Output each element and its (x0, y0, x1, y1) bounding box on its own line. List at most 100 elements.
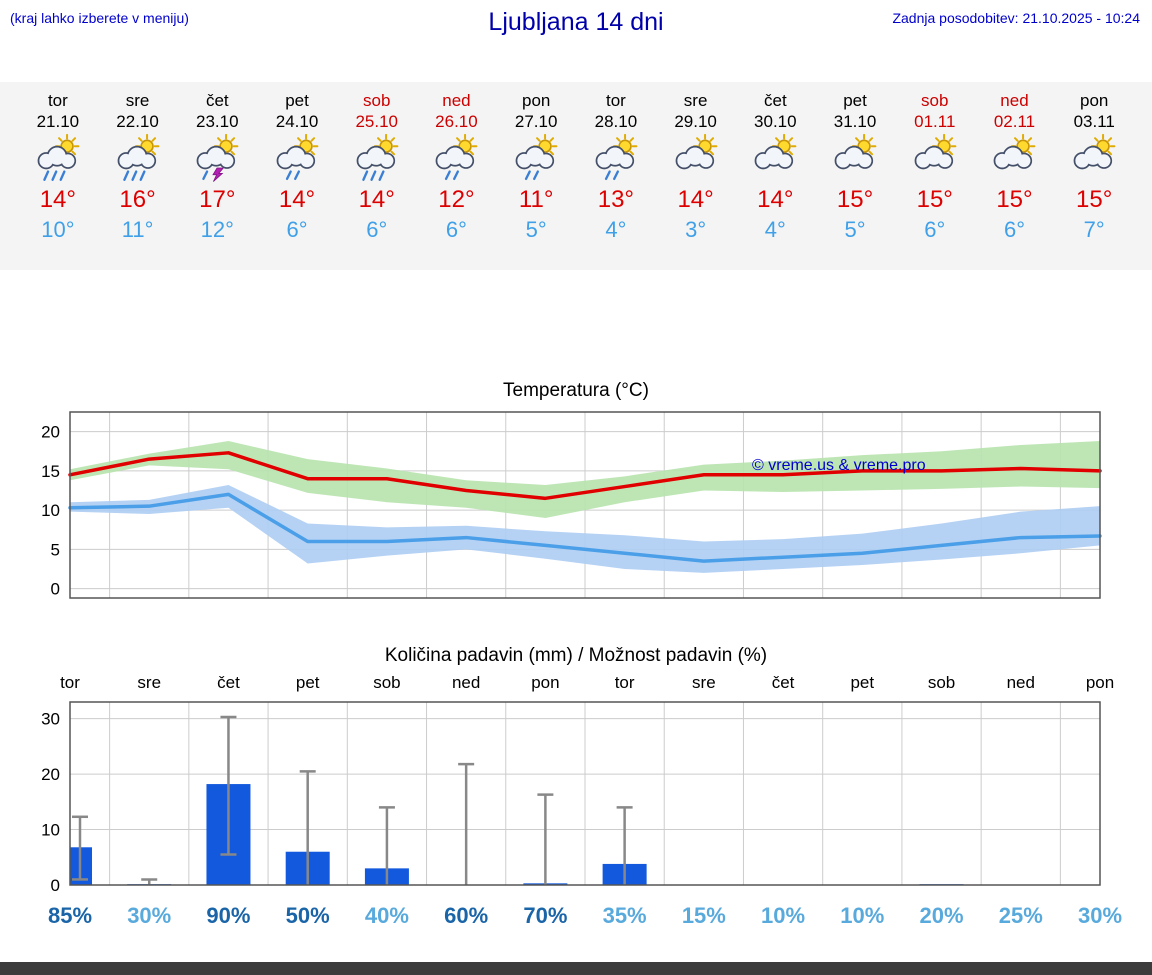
sun-rain-icon (37, 133, 80, 181)
precipitation-section: Količina padavin (mm) / Možnost padavin … (0, 645, 1152, 933)
day-low-temp: 11° (121, 217, 154, 242)
precipitation-chart-title: Količina padavin (mm) / Možnost padavin … (384, 645, 768, 666)
forecast-strip: tor 21.10 14° 10° sre 22.10 16° 11° čet 23.10 17° 1… (0, 82, 1152, 270)
watermark-link[interactable]: © vreme.us & vreme.pro (752, 457, 926, 474)
sun-cloud-icon (994, 133, 1036, 170)
sun-cloud-icon (834, 133, 877, 170)
day-name: tor (605, 91, 626, 110)
day-low-temp: 6° (366, 217, 388, 242)
page-header: (kraj lahko izberete v meniju) Ljubljana… (0, 0, 1152, 82)
day-date: 28.10 (594, 112, 638, 131)
day-icon-wrap (895, 133, 975, 185)
forecast-day-2[interactable]: sre 22.10 16° 11° (98, 82, 178, 270)
day-icon-wrap (735, 133, 815, 185)
precip-day-label: tor (60, 673, 80, 692)
day-name: sob (921, 91, 949, 110)
day-high-temp: 14° (39, 186, 76, 213)
forecast-day-8[interactable]: tor 28.10 13° 4° (576, 82, 656, 270)
precipitation-chart: 0 10 20 30 (0, 697, 1152, 897)
day-name: pon (1080, 91, 1109, 110)
precip-probability: 20% (919, 903, 964, 928)
temperature-chart: 0 5 10 15 20 © vreme.us & vreme.pro (0, 406, 1152, 611)
sun-thunder-icon (196, 133, 239, 182)
sun-drizzle-icon (436, 133, 478, 181)
sun-cloud-icon (675, 133, 717, 170)
forecast-day-11[interactable]: pet 31.10 15° 5° (815, 82, 895, 270)
forecast-day-10[interactable]: čet 30.10 14° 4° (735, 82, 815, 270)
day-date: 22.10 (116, 112, 159, 131)
precip-day-label: sob (373, 673, 401, 692)
day-low-temp: 5° (525, 217, 547, 242)
day-low-temp: 4° (605, 217, 627, 242)
day-date: 25.10 (355, 112, 398, 131)
day-high-temp: 13° (597, 186, 635, 213)
day-low-temp: 6° (286, 217, 308, 242)
temperature-plot: 0 5 10 15 20 © vreme.us & vreme.pro (41, 411, 1102, 599)
day-low-temp: 12° (200, 217, 234, 242)
svg-text:20: 20 (41, 765, 60, 784)
svg-text:0: 0 (51, 876, 60, 895)
sun-cloud-icon (914, 133, 957, 170)
forecast-day-7[interactable]: pon 27.10 11° 5° (496, 82, 576, 270)
forecast-day-13[interactable]: ned 02.11 15° 6° (975, 82, 1055, 270)
precip-probability: 15% (681, 903, 726, 928)
page-title: Ljubljana 14 dni (488, 8, 664, 36)
day-low-temp: 6° (445, 217, 467, 242)
day-name: sob (363, 91, 391, 110)
day-name: čet (763, 91, 787, 110)
forecast-day-6[interactable]: ned 26.10 12° 6° (417, 82, 497, 270)
day-date: 27.10 (514, 112, 558, 131)
day-icon-wrap (257, 133, 337, 185)
precip-probability: 25% (998, 903, 1043, 928)
day-high-temp: 14° (358, 186, 395, 213)
day-date: 30.10 (754, 112, 797, 131)
forecast-day-1[interactable]: tor 21.10 14° 10° (18, 82, 98, 270)
forecast-day-5[interactable]: sob 25.10 14° 6° (337, 82, 417, 270)
day-name: ned (442, 91, 471, 110)
svg-text:30: 30 (41, 710, 60, 729)
precip-day-label: čet (217, 673, 240, 692)
precipitation-probability-row: 85% 30% 90% 50% 40% 60% 70% 35% 15% 10% 10% 20% 25% 3… (0, 901, 1152, 933)
svg-text:5: 5 (51, 540, 60, 559)
day-icon-wrap (417, 133, 497, 185)
precipitation-day-labels: tor sre čet pet sob ned pon tor sre čet pet sob ned p… (0, 671, 1152, 697)
day-name: pon (521, 91, 551, 110)
day-name: čet (205, 91, 229, 110)
forecast-day-14[interactable]: pon 03.11 15° 7° (1054, 82, 1134, 270)
precip-day-label: sob (927, 673, 956, 692)
forecast-day-4[interactable]: pet 24.10 14° 6° (257, 82, 337, 270)
day-name: sre (683, 91, 708, 110)
day-high-temp: 15° (996, 186, 1033, 213)
day-high-temp: 16° (119, 186, 156, 213)
day-high-temp: 15° (1076, 186, 1113, 213)
day-icon-wrap (975, 133, 1055, 185)
day-date: 26.10 (435, 112, 478, 131)
precip-probability: 35% (602, 903, 647, 928)
forecast-day-9[interactable]: sre 29.10 14° 3° (656, 82, 736, 270)
forecast-day-12[interactable]: sob 01.11 15° 6° (895, 82, 975, 270)
day-date: 01.11 (914, 112, 956, 131)
day-high-temp: 11° (518, 186, 554, 213)
day-date: 23.10 (196, 112, 239, 131)
day-high-temp: 12° (438, 186, 475, 213)
day-date: 03.11 (1073, 112, 1115, 131)
day-icon-wrap (576, 133, 656, 185)
day-icon-wrap (496, 133, 576, 185)
precip-day-label: ned (1006, 673, 1035, 692)
day-low-temp: 5° (844, 217, 866, 242)
sun-drizzle-icon (276, 133, 319, 181)
precip-probability: 85% (47, 903, 93, 928)
day-high-temp: 14° (677, 186, 714, 213)
precip-day-label: tor (614, 673, 635, 692)
day-date: 29.10 (674, 112, 717, 131)
precip-day-label: pet (295, 673, 320, 692)
sun-rain-icon (356, 133, 399, 181)
footer-bar (0, 962, 1152, 975)
day-low-temp: 10° (41, 217, 75, 242)
day-name: ned (1000, 91, 1029, 110)
precip-day-label: sre (692, 673, 716, 692)
day-icon-wrap (1054, 133, 1134, 185)
day-icon-wrap (18, 133, 98, 185)
day-high-temp: 15° (916, 186, 953, 213)
forecast-day-3[interactable]: čet 23.10 17° 12° (177, 82, 257, 270)
